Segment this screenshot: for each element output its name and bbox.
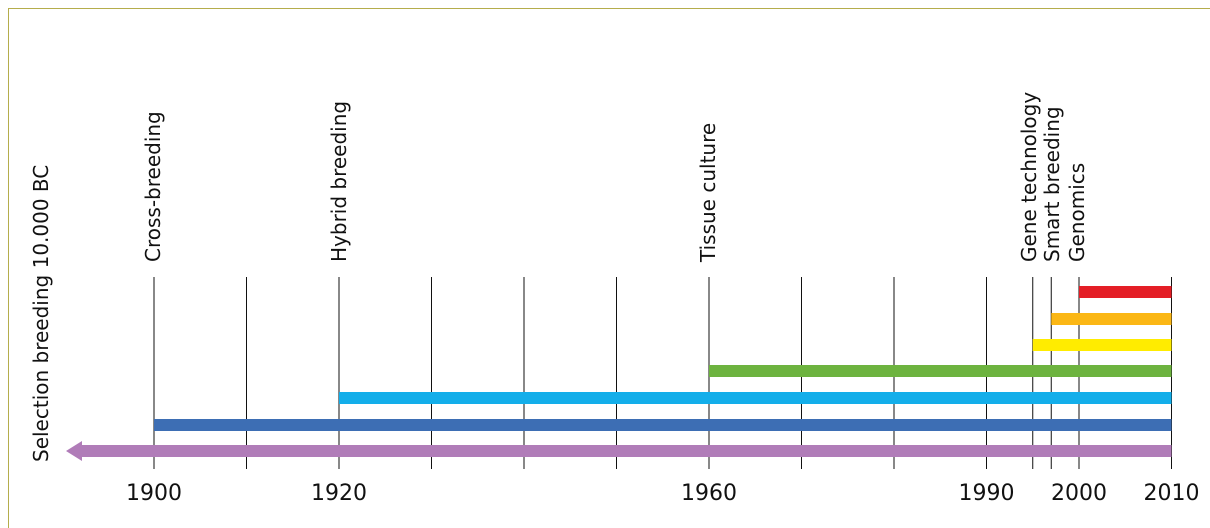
bar-selection-breeding-10-000-bc	[80, 445, 1172, 457]
label-selection-breeding-10-000-bc: Selection breeding 10.000 BC	[29, 165, 53, 462]
x-tick-label-1990: 1990	[959, 481, 1015, 506]
x-tick-label-2000: 2000	[1051, 481, 1107, 506]
x-tick-label-1900: 1900	[126, 481, 182, 506]
label-smart-breeding: Smart breeding	[1040, 106, 1064, 262]
label-genomics: Genomics	[1065, 163, 1089, 262]
label-cross-breeding: Cross-breeding	[141, 111, 165, 262]
bar-tissue-culture	[709, 365, 1172, 377]
label-tissue-culture: Tissue culture	[696, 123, 720, 263]
bar-cross-breeding	[154, 419, 1172, 431]
bar-genomics	[1079, 286, 1172, 298]
x-tick-label-2010: 2010	[1144, 481, 1200, 506]
bar-hybrid-breeding	[339, 392, 1172, 404]
bar-gene-technology	[1032, 339, 1172, 351]
label-gene-technology: Gene technology	[1017, 92, 1041, 262]
timeline-chart: Selection breeding 10.000 BC Cross-breedi…	[29, 92, 1200, 506]
x-tick-label-1960: 1960	[681, 481, 737, 506]
chart-frame	[8, 8, 1210, 528]
x-tick-label-1920: 1920	[311, 481, 367, 506]
arrow-left-icon	[66, 441, 82, 461]
bar-smart-breeding	[1051, 313, 1172, 325]
label-hybrid-breeding: Hybrid breeding	[327, 101, 351, 262]
